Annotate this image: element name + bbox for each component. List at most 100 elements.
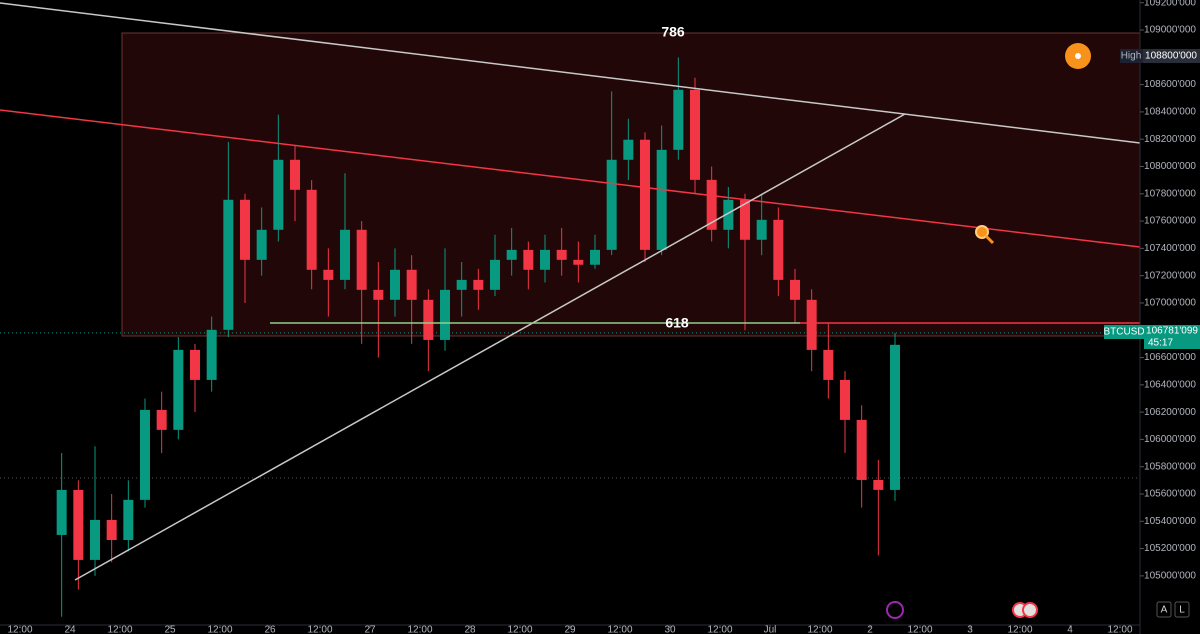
y-tick-label: 106400'000 <box>1144 379 1196 390</box>
x-tick-label: 4 <box>1067 625 1073 634</box>
x-tick-label: 12:00 <box>307 625 332 634</box>
candle-body <box>290 159 300 190</box>
auto-button-label: A <box>1161 605 1168 616</box>
x-tick-label: 12:00 <box>707 625 732 634</box>
candle-body <box>440 289 450 340</box>
candle-body <box>856 419 867 480</box>
symbol-tag <box>1104 325 1144 339</box>
y-tick-label: 108000'000 <box>1144 161 1196 172</box>
x-tick-label: 12:00 <box>1107 625 1132 634</box>
candle-body <box>656 149 667 250</box>
candle-body <box>823 349 834 380</box>
candle-body <box>606 159 617 250</box>
candle-body <box>706 179 717 230</box>
x-tick-label: 26 <box>264 625 276 634</box>
x-tick-label: 12:00 <box>7 625 32 634</box>
log-button-label: L <box>1179 605 1185 616</box>
candle-body <box>673 89 684 150</box>
y-tick-label: 105000'000 <box>1144 571 1196 582</box>
candle-body <box>273 159 284 230</box>
candle-body <box>723 199 734 230</box>
candle-body <box>106 519 117 540</box>
candle-body <box>256 229 267 260</box>
y-tick-label: 105800'000 <box>1144 461 1196 472</box>
trend-line <box>0 109 1141 248</box>
candle-body <box>890 344 900 490</box>
candle-body <box>773 219 784 280</box>
candle-body <box>756 219 767 240</box>
candle-body <box>506 249 517 260</box>
candle-body <box>556 249 567 260</box>
fib-label: 786 <box>661 24 685 40</box>
candle-body <box>140 409 150 500</box>
candle-body <box>740 199 750 240</box>
candle-body <box>173 349 184 430</box>
high-value: 108800'000 <box>1145 51 1197 62</box>
y-tick-label: 108200'000 <box>1144 134 1196 145</box>
candle-body <box>590 249 600 265</box>
auto-button[interactable] <box>1156 601 1172 618</box>
candle-body <box>156 409 167 430</box>
replay-icon[interactable] <box>886 601 904 619</box>
candle-body <box>790 279 800 300</box>
candle-body <box>473 279 484 290</box>
y-tick-label: 107800'000 <box>1144 188 1196 199</box>
trend-line <box>0 2 1141 144</box>
high-tag <box>1120 49 1143 63</box>
trend-line <box>74 113 906 581</box>
x-tick-label: 12:00 <box>507 625 532 634</box>
y-tick-label: 105600'000 <box>1144 489 1196 500</box>
x-tick-label: 2 <box>867 625 873 634</box>
candle-body <box>573 259 584 265</box>
candle-body <box>806 299 817 350</box>
y-tick-label: 107000'000 <box>1144 298 1196 309</box>
candle-body <box>840 379 850 420</box>
candle-body <box>423 299 434 340</box>
candle-body <box>523 249 534 270</box>
candle-body <box>456 279 467 290</box>
y-tick-label: 106000'000 <box>1144 434 1196 445</box>
x-tick-label: 12:00 <box>207 625 232 634</box>
y-tick-label: 109200'000 <box>1144 0 1196 8</box>
x-tick-label: Jul <box>764 625 777 634</box>
candle-body <box>56 489 67 535</box>
candle-body <box>690 89 700 180</box>
symbol-label: BTCUSD <box>1103 327 1144 338</box>
candle-body <box>123 499 134 540</box>
flag-icon[interactable] <box>1022 602 1038 618</box>
x-tick-label: 30 <box>664 625 676 634</box>
y-tick-label: 107400'000 <box>1144 243 1196 254</box>
x-tick-label: 3 <box>967 625 973 634</box>
x-tick-label: 27 <box>364 625 376 634</box>
x-tick-label: 24 <box>64 625 76 634</box>
candle-body <box>406 269 417 300</box>
candle-body <box>340 229 350 280</box>
y-tick-label: 107600'000 <box>1144 216 1196 227</box>
candle-body <box>373 289 384 300</box>
candle-body <box>323 269 334 280</box>
candle-body <box>640 139 650 250</box>
radioactive-icon-dot <box>1075 53 1081 59</box>
y-tick-label: 105200'000 <box>1144 543 1196 554</box>
candle-body <box>623 139 634 160</box>
log-button[interactable] <box>1174 601 1190 618</box>
candle-body <box>490 259 500 290</box>
x-tick-label: 29 <box>564 625 576 634</box>
y-tick-label: 106200'000 <box>1144 407 1196 418</box>
candle-body <box>306 189 317 270</box>
candle-body <box>190 349 200 380</box>
candle-body <box>540 249 550 270</box>
candle-body <box>90 519 100 560</box>
x-tick-label: 25 <box>164 625 176 634</box>
countdown: 45:17 <box>1148 338 1173 349</box>
price-axis <box>1140 0 1200 634</box>
high-label: High <box>1121 51 1142 62</box>
y-tick-label: 108600'000 <box>1144 79 1196 90</box>
y-tick-label: 106600'000 <box>1144 352 1196 363</box>
candle-body <box>240 199 250 260</box>
candle-body <box>356 229 367 290</box>
x-tick-label: 12:00 <box>607 625 632 634</box>
search-icon[interactable] <box>975 225 989 239</box>
